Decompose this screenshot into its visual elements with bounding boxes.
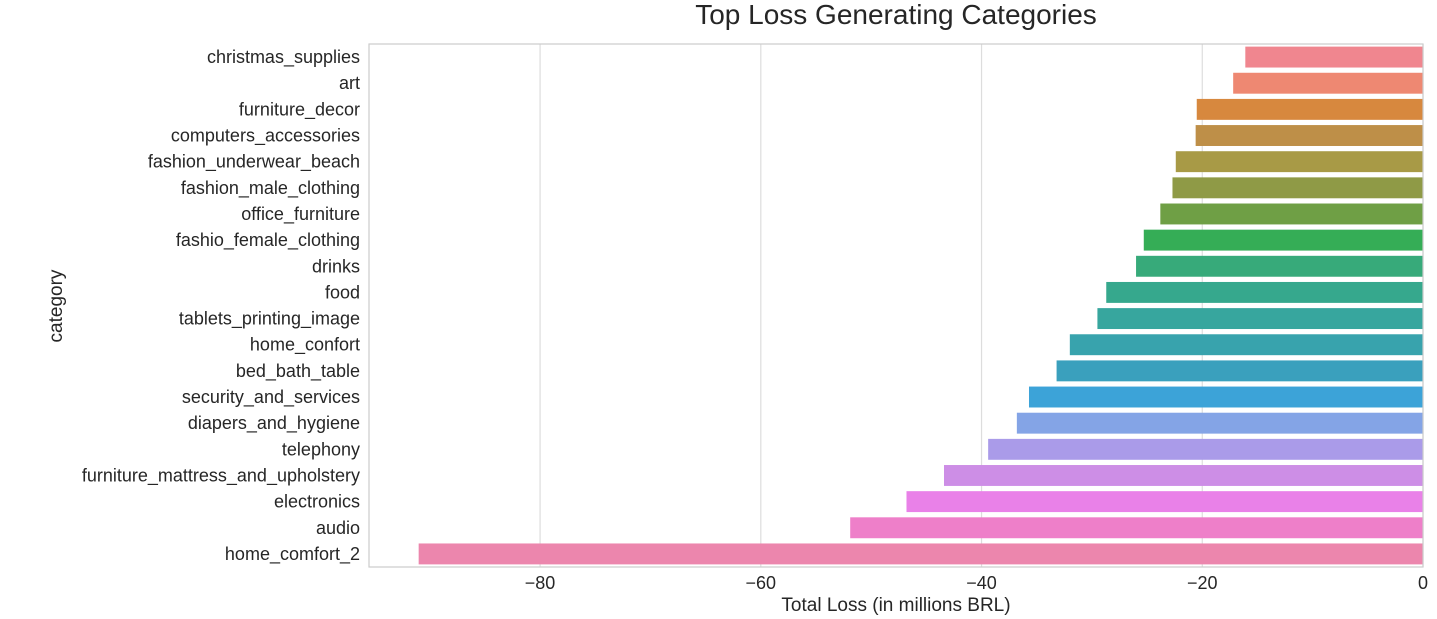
y-axis-title: category — [46, 269, 67, 342]
bar-telephony — [988, 438, 1423, 460]
y-tick-label: fashion_male_clothing — [181, 178, 360, 199]
bar-furniture_decor — [1196, 98, 1423, 120]
y-tick-label: telephony — [282, 439, 360, 459]
bar-fashio_female_clothing — [1143, 229, 1423, 251]
chart-title: Top Loss Generating Categories — [695, 0, 1097, 30]
bar-home_confort — [1069, 334, 1423, 356]
y-tick-label: drinks — [312, 256, 360, 276]
y-tick-label: tablets_printing_image — [179, 309, 360, 330]
bar-art — [1233, 72, 1423, 94]
bar-bed_bath_table — [1056, 360, 1423, 382]
bar-diapers_and_hygiene — [1016, 412, 1423, 434]
y-tick-label: home_comfort_2 — [225, 544, 360, 565]
bar-home_comfort_2 — [418, 543, 1423, 565]
plot-background — [369, 44, 1423, 567]
y-tick-label: fashio_female_clothing — [176, 230, 360, 251]
y-tick-label: security_and_services — [182, 387, 360, 408]
plot-frame — [368, 43, 1424, 568]
y-tick-label: furniture_mattress_and_upholstery — [82, 465, 360, 486]
x-tick-label: 0 — [1418, 573, 1428, 593]
y-tick-label: electronics — [274, 492, 360, 512]
y-tick-label: office_furniture — [241, 204, 360, 225]
y-tick-label: fashion_underwear_beach — [148, 152, 360, 173]
bar-electronics — [906, 491, 1423, 513]
y-tick-label: computers_accessories — [171, 126, 360, 147]
y-tick-label: christmas_supplies — [207, 47, 360, 68]
bar-christmas_supplies — [1245, 46, 1423, 68]
y-tick-label: furniture_decor — [239, 99, 360, 120]
x-tick-labels: −80 −60 −40 −20 0 — [525, 573, 1428, 593]
bar-tablets_printing_image — [1097, 308, 1423, 330]
y-tick-label: food — [325, 282, 360, 302]
bar-fashion_male_clothing — [1172, 177, 1423, 199]
bar-furniture_mattress_and_upholstery — [944, 465, 1423, 486]
y-tick-label: diapers_and_hygiene — [188, 413, 360, 434]
bar-security_and_services — [1028, 386, 1423, 408]
bar-office_furniture — [1160, 203, 1423, 225]
y-tick-label: home_confort — [250, 335, 360, 356]
bar-drinks — [1136, 255, 1423, 277]
x-tick-label: −20 — [1187, 573, 1218, 593]
x-tick-label: −80 — [525, 573, 556, 593]
y-tick-label: audio — [316, 518, 360, 538]
x-axis-title: Total Loss (in millions BRL) — [781, 595, 1010, 616]
bar-computers_accessories — [1195, 125, 1423, 146]
x-tick-label: −40 — [966, 573, 997, 593]
bars — [418, 46, 1423, 565]
bar-food — [1106, 281, 1423, 303]
bar-fashion_underwear_beach — [1175, 151, 1423, 173]
x-tick-label: −60 — [746, 573, 777, 593]
y-tick-label: bed_bath_table — [236, 361, 360, 382]
y-tick-label: art — [339, 73, 360, 93]
bar-audio — [850, 517, 1423, 539]
